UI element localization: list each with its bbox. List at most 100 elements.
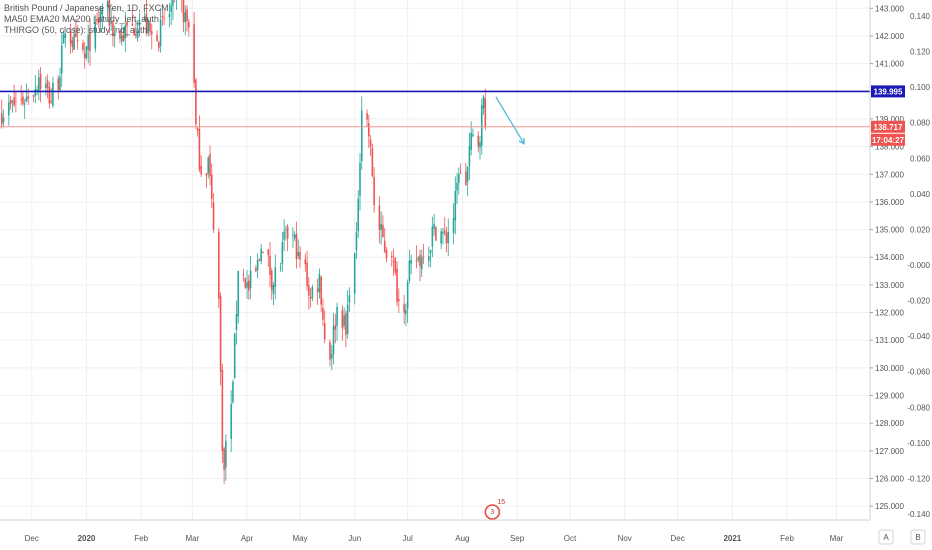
candle-body [198,128,201,170]
candle-body [459,172,462,174]
candle-body [172,0,174,6]
candle-body [405,309,407,315]
candle-body [235,313,238,330]
candle-body [145,13,148,34]
time-tick-label: 2020 [78,534,96,543]
candle-body [466,166,469,182]
candle-body [366,113,368,120]
legend-title: British Pound / Japanese Yen, 1D, FXCM [4,3,169,13]
candle-body [304,259,307,265]
candle-body [348,295,351,303]
candle-body [62,34,65,44]
candle-body [244,278,247,288]
trend-arrow-head [518,137,525,145]
candle-body [106,1,109,8]
candle-body [96,18,98,22]
axis-button-b[interactable] [910,529,926,545]
candle-body [69,31,72,44]
candle-body [52,82,54,106]
candle-body [126,21,128,26]
legend-studies: MA50 EMA20 MA200 | study_left_auth [4,14,159,24]
candle-body [297,251,300,257]
candle-body [293,234,296,239]
candle-body [422,256,425,258]
candle-body [470,132,472,150]
candle-body [406,281,409,309]
candle-body [212,202,215,230]
candle-body [269,255,271,276]
time-tick-label: Apr [241,534,254,543]
candle-body [343,315,345,326]
candle-body [11,100,14,103]
candle-body [429,249,432,254]
axis-button-label: A [883,533,889,542]
candle-body [119,31,121,39]
time-tick-label: Dec [25,534,39,543]
candle-body [285,229,287,231]
candle-body [75,32,77,38]
candle-body [108,0,111,26]
candle-body [50,101,52,103]
time-axis-panel [0,520,932,550]
candle-body [99,11,102,22]
candle-body [147,19,150,34]
time-tick-label: Mar [830,534,844,543]
candle-body [309,296,312,299]
candle-body [85,46,88,59]
candle-body [98,18,100,24]
trend-arrow-line [495,96,525,145]
candle-body [334,325,337,330]
price-tick-label: 128.000 [875,419,904,428]
candle-body [258,259,261,261]
candle-body [38,77,40,92]
candle-body [477,135,480,147]
indicator-tick-label: -0.080 [907,403,930,412]
candle-body [158,42,160,49]
candle-body [248,280,250,291]
candle-body [369,139,372,147]
candle-body [242,274,245,276]
price-tick-label: 141.000 [875,60,904,69]
candle-body [318,273,321,293]
candle-body [385,250,388,259]
candle-body [262,252,264,254]
candle-body [122,34,125,41]
candle-body [110,22,112,24]
candle-body [442,231,444,234]
axis-button-a[interactable] [878,529,894,545]
candle-body [2,117,5,123]
candle-body [59,76,61,91]
price-tick-label: 143.000 [875,4,904,13]
candle-body [218,231,220,299]
candle-body [454,191,457,221]
candle-body [170,4,172,13]
candle-body [45,84,47,88]
candle-body [255,268,257,272]
time-tick-label: Aug [455,534,469,543]
candle-body [316,288,319,292]
candle-body [101,8,104,14]
candle-body [196,128,199,131]
candle-body [330,353,333,359]
candle-body [306,262,308,287]
candle-body [383,240,386,252]
candle-body [281,242,284,265]
candle-body [308,285,310,296]
level-price-label: 139.995 [874,87,903,96]
candle-body [143,16,146,21]
candle-body [279,267,282,269]
candle-body [456,182,458,191]
candle-body [232,381,234,403]
candle-body [223,448,225,471]
candle-body [447,231,450,243]
candle-body [270,270,273,290]
candle-body [230,403,232,439]
candle-body [472,134,474,137]
candle-body [124,25,127,39]
price-tick-label: 138.000 [875,143,904,152]
candle-body [89,32,91,51]
candle-body [23,103,26,105]
candle-body [378,205,381,230]
candle-body [346,304,349,335]
